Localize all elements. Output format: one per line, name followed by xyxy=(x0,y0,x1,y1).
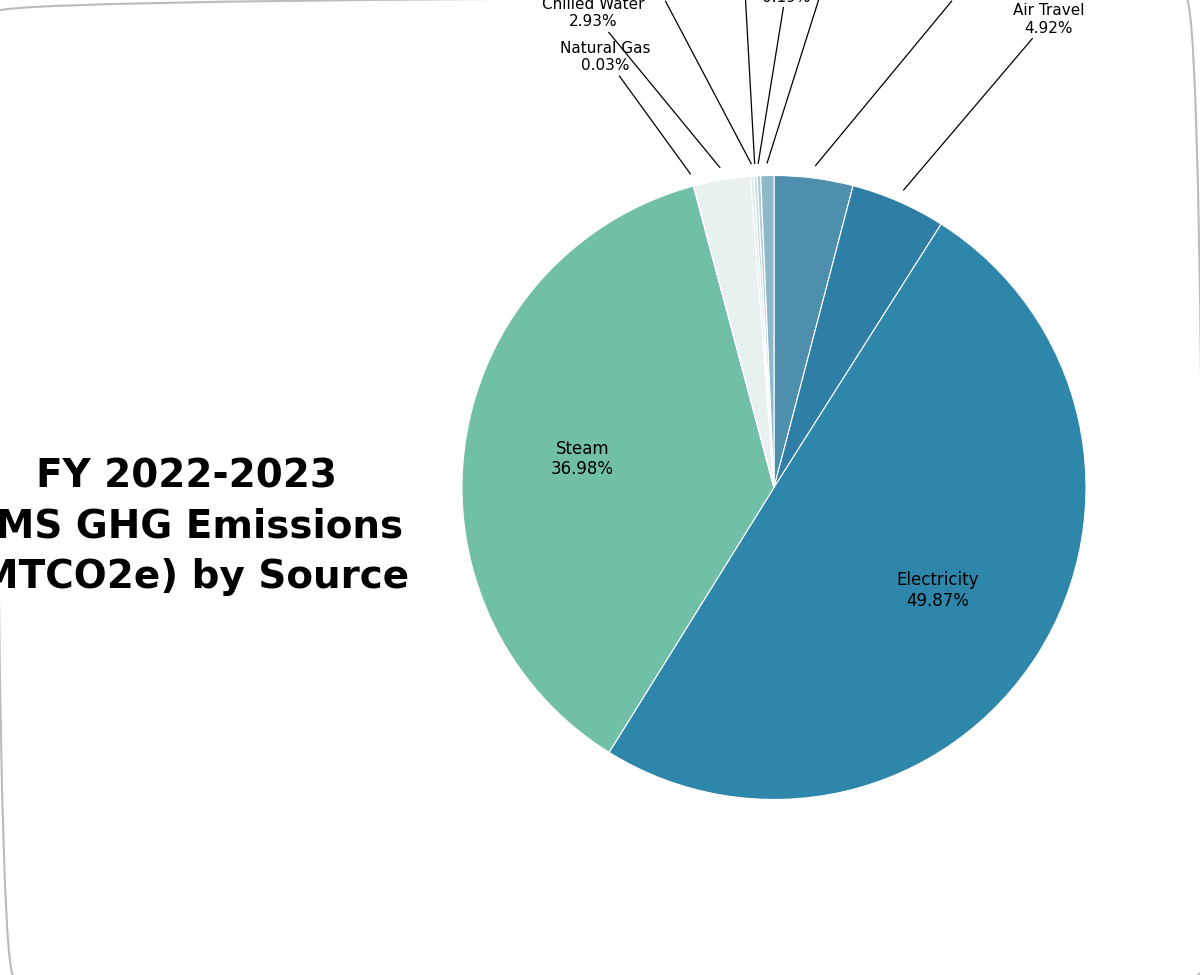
Text: Electricity
49.87%: Electricity 49.87% xyxy=(896,571,979,609)
Wedge shape xyxy=(754,176,774,488)
Wedge shape xyxy=(694,176,774,488)
Text: Water
0.17%: Water 0.17% xyxy=(631,0,751,164)
Text: Air Travel
4.92%: Air Travel 4.92% xyxy=(904,3,1085,190)
Wedge shape xyxy=(462,186,774,753)
Wedge shape xyxy=(610,224,1086,800)
Text: EMS Vehicles
0.19%: EMS Vehicles 0.19% xyxy=(737,0,836,164)
Text: Wastewater
0.16%: Wastewater 0.16% xyxy=(697,0,788,164)
Text: Commuters
4.08%: Commuters 4.08% xyxy=(816,0,1012,166)
Text: FY 2022-2023
EMS GHG Emissions
(MTCO2e) by Source: FY 2022-2023 EMS GHG Emissions (MTCO2e) … xyxy=(0,457,409,596)
Wedge shape xyxy=(774,185,941,488)
Wedge shape xyxy=(774,176,853,488)
Text: Chilled Water
2.93%: Chilled Water 2.93% xyxy=(541,0,720,168)
Wedge shape xyxy=(750,176,774,488)
Text: Steam
36.98%: Steam 36.98% xyxy=(551,440,614,479)
Text: Natural Gas
0.03%: Natural Gas 0.03% xyxy=(560,41,690,174)
Wedge shape xyxy=(694,186,774,488)
Wedge shape xyxy=(757,176,774,488)
Text: Fleet
0.68%: Fleet 0.68% xyxy=(767,0,854,163)
Wedge shape xyxy=(761,176,774,488)
